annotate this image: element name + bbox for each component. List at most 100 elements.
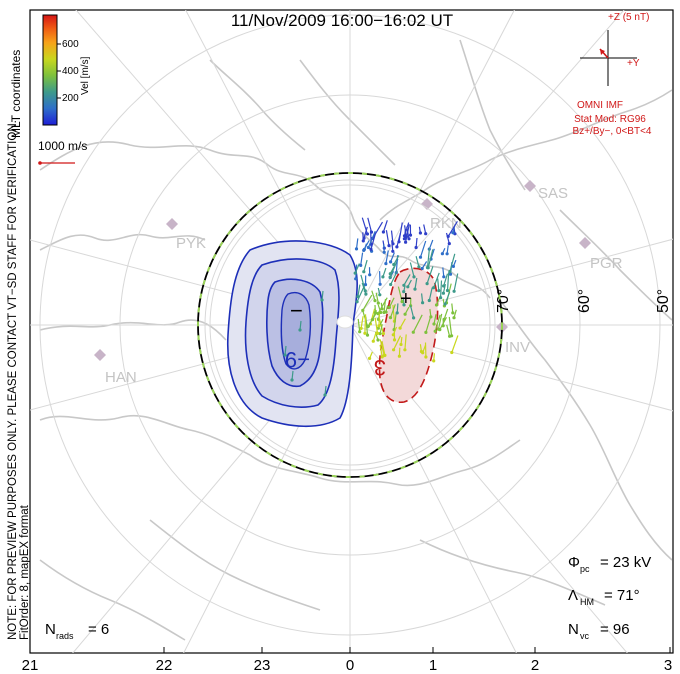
velocity-vector <box>445 232 450 244</box>
stat-lambda: Λ HM = 71° <box>568 587 640 607</box>
velocity-vector <box>403 222 410 236</box>
velocity-vector <box>377 287 381 295</box>
map-title: 11/Nov/2009 16:00−16:02 UT <box>231 11 453 30</box>
velocity-vector <box>299 320 302 331</box>
velocity-vector <box>426 247 431 268</box>
velocity-vector <box>379 271 381 285</box>
mlt-label-1: 1 <box>429 657 437 674</box>
imf-y-label: +Y <box>627 58 640 69</box>
station-marker-han <box>94 349 106 361</box>
velocity-vector <box>419 344 422 352</box>
stat-nrads-value: = 6 <box>88 621 109 638</box>
velocity-vector <box>388 297 395 308</box>
velocity-vector <box>356 285 365 303</box>
coastlines <box>39 39 673 641</box>
velocity-vector <box>291 370 294 381</box>
velocity-vector <box>422 344 427 354</box>
velocity-vector <box>362 294 373 311</box>
velocity-vector <box>403 274 411 286</box>
velocity-vector <box>412 314 423 333</box>
velocity-vector <box>393 255 400 265</box>
velocity-vector <box>382 267 387 278</box>
velocity-vector <box>364 314 367 334</box>
velocity-colorbar: 600 400 200 Vel [m/s] <box>42 14 91 126</box>
pole-marker <box>336 315 354 329</box>
positive-contour-value: 3 <box>374 355 386 380</box>
velocity-vector <box>392 326 398 336</box>
station-label-han: HAN <box>105 369 137 386</box>
velocity-vector <box>393 312 397 330</box>
velocity-vector <box>354 263 360 274</box>
velocity-vector <box>426 266 434 284</box>
reference-vector-label: 1000 m/s <box>38 139 87 153</box>
velocity-vector <box>451 303 454 313</box>
stat-nvc: N vc = 96 <box>568 621 630 641</box>
station-marker-pgr <box>579 237 591 249</box>
velocity-vector <box>430 248 435 260</box>
velocity-vector <box>437 313 443 330</box>
velocity-vector <box>399 318 406 329</box>
velocity-vector <box>414 277 418 290</box>
velocity-vector <box>404 306 410 315</box>
velocity-vector <box>433 314 437 325</box>
velocity-vector <box>284 345 287 356</box>
station-label-pgr: PGR <box>590 255 623 272</box>
velocity-vector <box>409 305 415 319</box>
stat-nrads: N rads = 6 <box>45 621 109 641</box>
velocity-vector <box>380 302 383 309</box>
velocity-vector <box>433 353 435 361</box>
imf-z-label: +Z (5 nT) <box>608 12 649 23</box>
velocity-vector <box>369 351 373 359</box>
stat-lambda-subscript: HM <box>580 597 594 607</box>
velocity-vector <box>381 341 386 356</box>
negative-potential-cell <box>226 240 358 428</box>
velocity-vector <box>375 292 379 304</box>
velocity-vector <box>452 259 457 267</box>
station-label-inv: INV <box>505 339 530 356</box>
velocity-vector <box>421 261 428 269</box>
velocity-vector <box>419 240 427 258</box>
velocity-vector <box>442 267 445 277</box>
stat-nvc-value: = 96 <box>600 621 630 638</box>
velocity-vector <box>446 272 450 291</box>
velocity-vector <box>363 259 368 272</box>
colorbar-unit-label: Vel [m/s] <box>80 56 91 95</box>
hm-boundary-vectors <box>197 172 503 478</box>
velocity-vector <box>383 298 387 313</box>
velocity-vector <box>418 226 421 234</box>
mlt-ticks <box>29 647 671 653</box>
stat-lambda-symbol: Λ <box>568 587 578 604</box>
stat-phi-value: = 23 kV <box>600 554 651 571</box>
velocity-vector <box>447 220 458 237</box>
velocity-vector <box>371 290 376 301</box>
imf-bin-label: Bz+/By−, 0<BT<4 <box>573 126 652 137</box>
velocity-vector <box>446 324 451 337</box>
velocity-vector <box>383 244 385 253</box>
stat-phi-subscript: pc <box>580 564 590 574</box>
velocity-vector <box>390 252 395 263</box>
velocity-vector <box>374 317 379 334</box>
station-marker-sas <box>524 180 536 192</box>
fit-order-note: FitOrder: 8, mapEX format <box>19 504 31 640</box>
velocity-vector <box>360 274 366 292</box>
velocity-vector <box>385 250 389 264</box>
velocity-vector <box>396 303 399 313</box>
velocity-vector <box>449 253 456 272</box>
velocity-vector <box>385 305 389 313</box>
stat-nvc-symbol: N <box>568 621 579 638</box>
velocity-vector <box>362 232 364 241</box>
velocity-vector <box>363 226 368 239</box>
velocity-vector <box>367 230 376 248</box>
velocity-vector <box>434 314 441 332</box>
velocity-vector <box>421 293 424 303</box>
velocity-vector <box>443 273 449 287</box>
velocity-vectors <box>283 217 459 397</box>
station-markers <box>94 180 591 361</box>
preview-note: NOTE: FOR PREVIEW PURPOSES ONLY. PLEASE … <box>7 120 19 640</box>
velocity-vector <box>451 335 459 353</box>
stat-model-label: Stat Mod: RG96 <box>574 114 646 125</box>
velocity-vector <box>390 230 394 244</box>
velocity-vector <box>429 308 432 317</box>
velocity-vector <box>437 278 440 291</box>
